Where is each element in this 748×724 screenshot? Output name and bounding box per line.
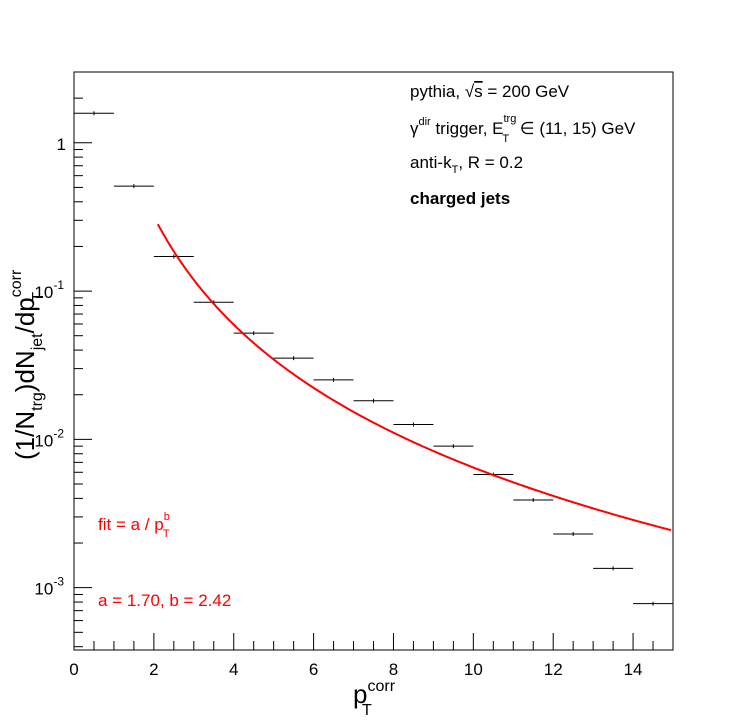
x-axis-label-sup: corr <box>367 678 395 695</box>
x-axis-label-main: p <box>353 679 367 709</box>
x-tick-label: 10 <box>464 660 483 679</box>
y-axis-label: (1/Ntrg)dNjet/dpcorr T <box>8 269 47 460</box>
x-tick-label: 12 <box>544 660 563 679</box>
y-axis-label-part2: )dN <box>10 350 40 392</box>
annotation-trigger: γdir trigger, Etrg T ∈ (11, 15) GeV <box>410 113 636 145</box>
fit-parameters: a = 1.70, b = 2.42 <box>98 591 231 610</box>
plot-frame <box>73 71 674 651</box>
chart-marks <box>74 111 673 606</box>
x-tick-label: 4 <box>229 660 238 679</box>
x-tick-label: 0 <box>69 660 78 679</box>
fit-label: fit = a / pb T <box>98 511 170 540</box>
x-tick-label: 6 <box>309 660 318 679</box>
x-axis-ticks: 0 2 4 6 8 10 12 14 <box>69 633 674 679</box>
x-tick-label: 14 <box>624 660 643 679</box>
y-tick-label: 10-3 <box>34 575 64 599</box>
x-tick-label: 2 <box>149 660 158 679</box>
y-axis-label-part1: (1/N <box>10 411 40 460</box>
y-axis-label-part3: /dp <box>10 297 40 333</box>
sqrt-s: s <box>474 82 483 101</box>
x-axis-label-sub: T <box>362 702 372 719</box>
x-tick-label: 8 <box>389 660 398 679</box>
annotation-jet-algorithm: anti-kT, R = 0.2 <box>410 153 523 176</box>
y-tick-label: 10-2 <box>34 426 64 450</box>
x-axis-label: pcorr T <box>353 678 396 719</box>
sqrt-symbol: √ <box>465 82 475 101</box>
y-tick-label: 10-1 <box>34 278 64 302</box>
y-tick-label: 1 <box>57 135 66 154</box>
y-axis-ticks: 1 10-1 10-2 10-3 <box>34 71 92 648</box>
fit-curve <box>156 223 672 532</box>
y-axis-label-part3-sub: T <box>30 292 47 302</box>
y-axis-label-part1-sub: trg <box>29 392 46 411</box>
annotation-generator: pythia, √s = 200 GeV <box>410 82 570 101</box>
annotation-charged-jets: charged jets <box>410 189 510 208</box>
y-axis-label-part3-sup: corr <box>8 269 25 297</box>
y-axis-label-part2-sub: jet <box>29 333 46 351</box>
